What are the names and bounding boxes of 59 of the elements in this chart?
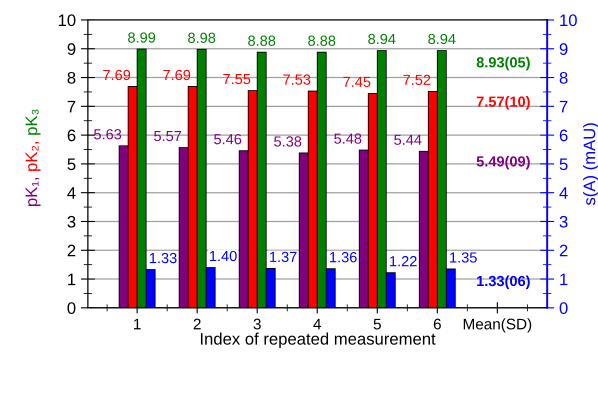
y2-tick-label: 3 [560,216,568,228]
annotation: 1.33(06) [477,275,530,290]
data-label: 8.88 [248,36,276,46]
data-label: 1.37 [270,252,297,262]
y-tick-label: 0 [67,302,76,314]
y-tick-label: 5 [68,158,76,170]
data-label: 7.69 [103,70,130,80]
y-tick-label: 9 [68,43,76,55]
x-tick-label: 3 [254,318,261,330]
x-tick-label: 6 [434,318,441,330]
y-tick-label: 3 [67,216,76,228]
x-tick-label: 2 [194,318,201,330]
data-label: 1.22 [390,256,417,266]
annotation: 7.57(10) [476,96,530,110]
data-label: 8.88 [308,36,336,46]
data-label: 5.38 [274,136,302,147]
data-label: 1.33 [150,252,177,264]
y-tick-label: 1 [68,274,76,286]
data-label: 8.94 [428,34,456,44]
data-label: 7.45 [343,76,370,88]
y-tick-label: 6 [68,130,76,142]
y2-tick-label: 4 [559,187,568,199]
data-label: 5.46 [214,134,242,144]
data-label: 7.55 [223,74,250,84]
data-label: 1.40 [210,250,237,262]
x-axis-title: Index of repeated measurement [200,332,436,348]
data-label: 1.36 [330,252,357,262]
data-label: 5.63 [94,129,122,140]
data-label: 1.35 [450,252,477,263]
data-label: 7.53 [283,74,310,85]
y-tick-label: 8 [68,72,76,84]
data-label: 8.99 [128,32,156,43]
y-tick-label: 7 [68,100,76,112]
data-label: 8.98 [188,32,216,43]
y-tick-label: 2 [68,244,76,256]
y2-tick-label: 10 [560,14,577,26]
x-tick-label: 5 [374,318,381,330]
y-tick-label: 10 [58,14,76,26]
annotation: 5.49(09) [476,156,530,170]
data-label: 7.52 [403,74,430,86]
data-label: 5.57 [154,130,182,142]
x-tick-label: 4 [313,318,322,330]
annotation: 8.93(05) [476,56,530,70]
y2-tick-label: 2 [560,244,568,256]
y2-tick-label: 5 [560,158,568,170]
y2-tick-label: 6 [560,130,568,142]
y2-tick-label: 9 [560,43,568,55]
y2-tick-label: 1 [560,274,568,286]
y2-tick-label: 0 [560,302,568,314]
data-label: 5.48 [334,133,362,144]
x-tick-label: Mean(SD) [464,318,532,332]
y2-tick-label: 8 [560,72,568,84]
y-axis-title: pK₁, pK₂, pK₃ [26,110,41,206]
data-label: 7.69 [163,70,190,80]
y-tick-label: 4 [67,187,76,199]
y2-tick-label: 7 [560,100,568,112]
x-tick-label: 1 [134,318,141,330]
data-label: 8.94 [368,34,396,44]
data-label: 5.44 [394,134,422,145]
